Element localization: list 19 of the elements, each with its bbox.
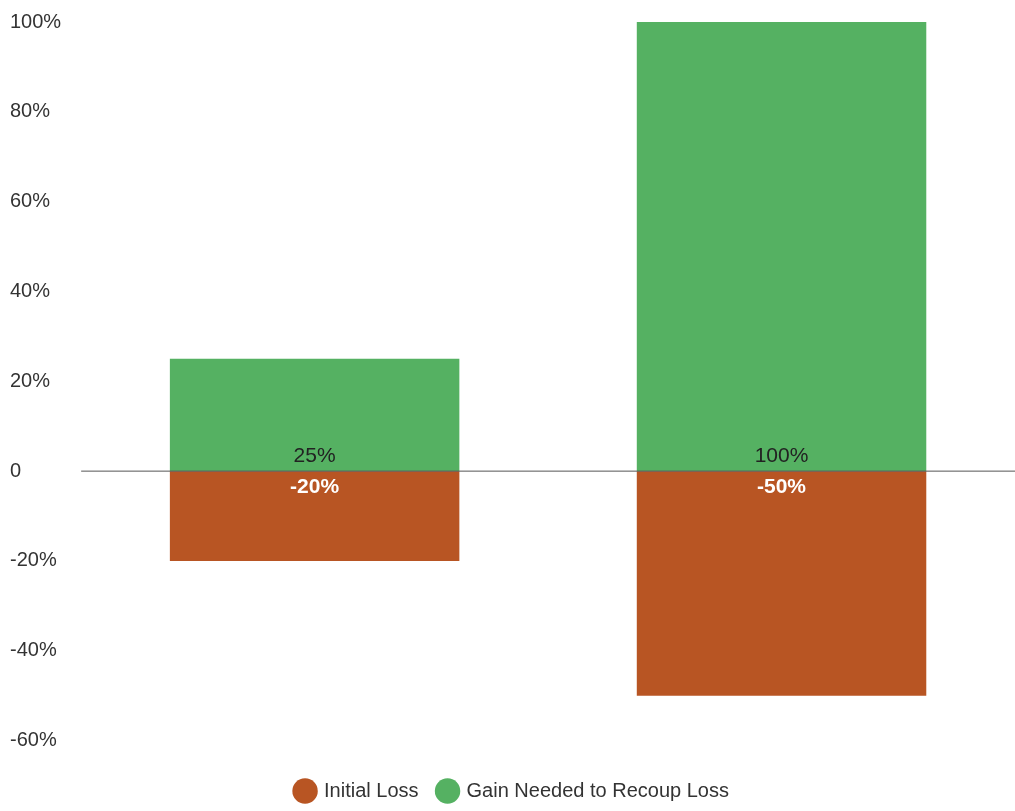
y-tick-label: 0 — [10, 458, 22, 481]
bar — [636, 22, 927, 472]
bar — [169, 358, 460, 472]
y-tick-label: 80% — [10, 99, 51, 122]
bar — [169, 471, 460, 561]
y-tick-label: -60% — [10, 728, 57, 751]
y-tick-label: 60% — [10, 189, 51, 212]
y-tick-label: 100% — [10, 9, 62, 32]
data-label: -50% — [757, 474, 807, 498]
legend-label: Gain Needed to Recoup Loss — [466, 778, 729, 801]
y-tick-label: -40% — [10, 638, 57, 661]
y-tick-label: -20% — [10, 548, 57, 571]
data-label: 25% — [293, 443, 336, 467]
data-label: -20% — [290, 474, 340, 498]
legend-label: Initial Loss — [324, 778, 419, 801]
y-tick-label: 40% — [10, 278, 51, 301]
bar — [636, 471, 927, 696]
y-tick-label: 20% — [10, 368, 51, 391]
data-label: 100% — [754, 443, 809, 467]
